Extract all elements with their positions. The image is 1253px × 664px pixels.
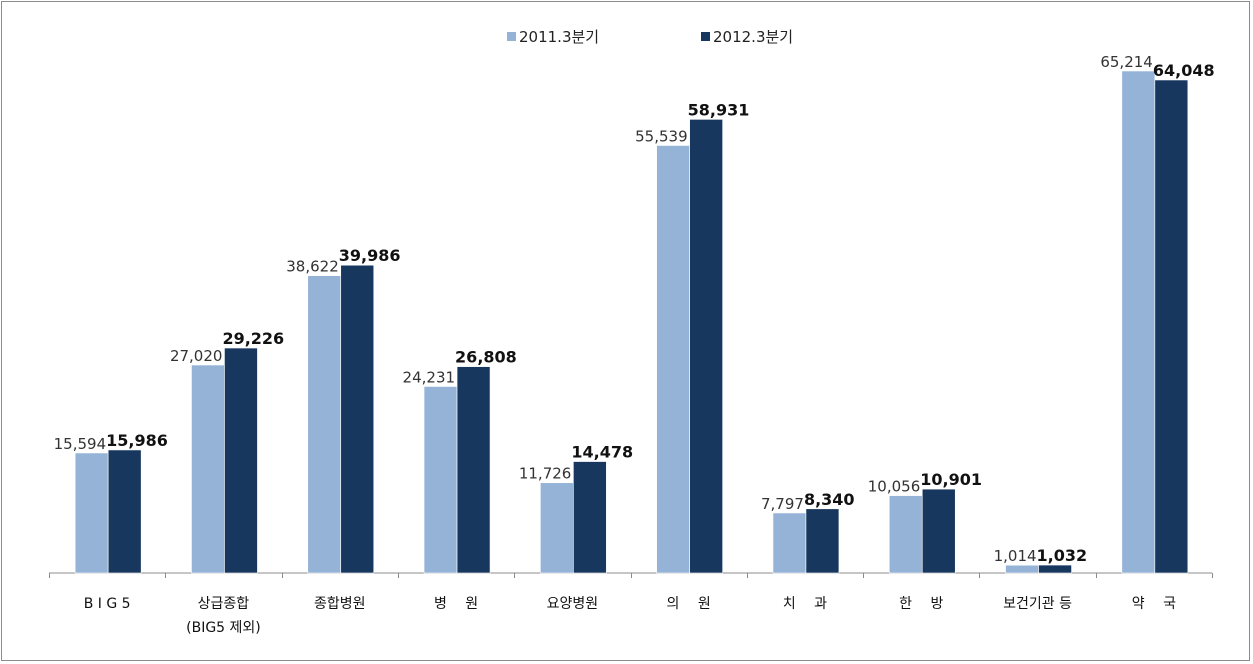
bar-2012 xyxy=(805,508,840,574)
bar-2011 xyxy=(191,364,225,574)
legend-swatch-2012 xyxy=(701,31,710,41)
bar-2011 xyxy=(772,512,807,574)
bar-2012 xyxy=(1038,564,1072,574)
data-label-2012: 39,986 xyxy=(339,246,401,265)
data-label-2012: 58,931 xyxy=(688,100,750,119)
data-label-2011: 27,020 xyxy=(170,347,223,365)
data-label-2011: 15,594 xyxy=(54,435,107,453)
data-label-2011: 11,726 xyxy=(519,465,572,483)
category-label: 약 국 xyxy=(1132,596,1176,612)
bar-2012 xyxy=(340,264,375,574)
bar-2011 xyxy=(1005,564,1039,574)
category-label: 상급종합 xyxy=(198,596,250,612)
category-label: 한 방 xyxy=(899,596,943,612)
bar-2011 xyxy=(307,275,342,574)
data-label-2012: 10,901 xyxy=(920,470,982,489)
data-label-2012: 15,986 xyxy=(106,431,168,450)
data-label-2012: 64,048 xyxy=(1153,61,1215,80)
bar-2012 xyxy=(689,119,723,574)
legend-item-2011: 2011.3분기 xyxy=(507,25,599,47)
category-label: (BIG5 제외) xyxy=(186,620,261,636)
bar-2012 xyxy=(1154,79,1189,574)
data-label-2011: 1,014 xyxy=(994,547,1037,565)
category-label: 보건기관 등 xyxy=(1003,596,1072,612)
data-label-2011: 55,539 xyxy=(635,127,688,145)
bar-2011 xyxy=(423,386,458,574)
bar-2011 xyxy=(74,452,109,574)
category-label: 종합병원 xyxy=(314,596,366,612)
legend: 2011.3분기 2012.3분기 xyxy=(0,25,1253,49)
bar-2012 xyxy=(921,488,956,574)
data-label-2012: 14,478 xyxy=(571,443,633,462)
data-label-2011: 7,797 xyxy=(761,495,804,513)
bar-2012 xyxy=(107,449,142,574)
data-label-2012: 1,032 xyxy=(1037,546,1088,565)
category-label: 의 원 xyxy=(667,596,711,612)
legend-swatch-2011 xyxy=(507,31,516,41)
category-label: 병 원 xyxy=(434,596,478,612)
bar-2012 xyxy=(456,366,491,574)
data-label-2011: 10,056 xyxy=(868,478,921,496)
data-label-2011: 38,622 xyxy=(286,258,339,276)
bar-2012 xyxy=(573,461,607,574)
legend-label-2012: 2012.3분기 xyxy=(713,27,794,46)
bar-2011 xyxy=(540,482,574,574)
bar-2011 xyxy=(656,145,690,574)
legend-item-2012: 2012.3분기 xyxy=(701,25,793,47)
category-label: 요양병원 xyxy=(547,596,599,612)
data-label-2012: 8,340 xyxy=(804,490,855,509)
legend-label-2011: 2011.3분기 xyxy=(519,27,600,46)
category-label: B I G 5 xyxy=(84,596,131,612)
data-label-2011: 65,214 xyxy=(1100,53,1153,71)
data-label-2012: 29,226 xyxy=(222,329,284,348)
bar-2011 xyxy=(1121,70,1156,574)
bar-2012 xyxy=(224,347,258,574)
data-label-2011: 24,231 xyxy=(403,368,456,386)
bar-2011 xyxy=(888,495,923,574)
data-label-2012: 26,808 xyxy=(455,348,517,367)
category-label: 치 과 xyxy=(783,596,827,612)
